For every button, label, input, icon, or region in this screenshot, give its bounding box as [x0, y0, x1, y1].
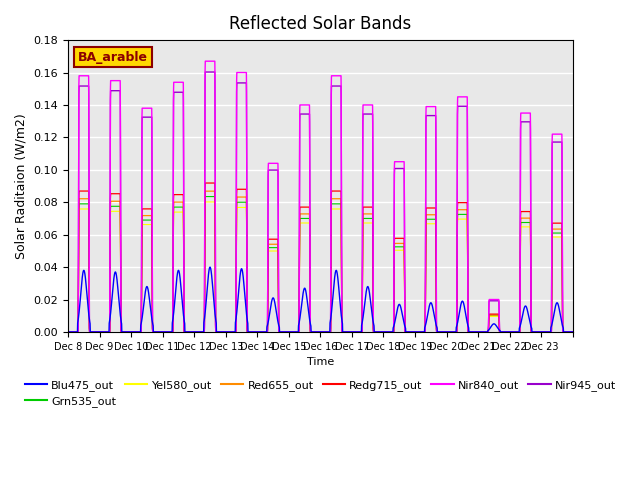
Yel580_out: [497, 329, 504, 335]
Nir945_out: [339, 329, 347, 335]
Line: Redg715_out: Redg715_out: [68, 183, 573, 332]
Nir840_out: [459, 94, 467, 100]
Yel580_out: [483, 329, 491, 335]
Blu475_out: [64, 329, 72, 335]
Nir840_out: [569, 329, 577, 335]
Blu475_out: [339, 329, 347, 335]
Nir840_out: [64, 329, 72, 335]
Redg715_out: [497, 329, 504, 335]
Redg715_out: [169, 329, 177, 335]
Legend: Blu475_out, Grn535_out, Yel580_out, Red655_out, Redg715_out, Nir840_out, Nir945_: Blu475_out, Grn535_out, Yel580_out, Red6…: [20, 375, 621, 412]
Nir945_out: [366, 111, 374, 117]
Nir840_out: [483, 329, 491, 335]
Nir945_out: [483, 329, 491, 335]
Line: Nir945_out: Nir945_out: [68, 72, 573, 332]
Yel580_out: [366, 220, 374, 226]
Blu475_out: [366, 293, 374, 299]
Grn535_out: [339, 329, 347, 335]
Red655_out: [483, 329, 491, 335]
Line: Blu475_out: Blu475_out: [68, 267, 573, 332]
Line: Grn535_out: Grn535_out: [68, 197, 573, 332]
Blu475_out: [459, 298, 467, 304]
Redg715_out: [483, 329, 491, 335]
Grn535_out: [483, 329, 491, 335]
Red655_out: [64, 329, 72, 335]
Red655_out: [202, 188, 209, 194]
Grn535_out: [169, 329, 177, 335]
Nir840_out: [202, 58, 209, 64]
Grn535_out: [64, 329, 72, 335]
Nir840_out: [497, 329, 504, 335]
Grn535_out: [202, 194, 209, 200]
Line: Red655_out: Red655_out: [68, 191, 573, 332]
Nir945_out: [202, 69, 209, 75]
Nir840_out: [339, 329, 347, 335]
Grn535_out: [366, 216, 374, 221]
Blu475_out: [497, 329, 504, 335]
Blu475_out: [483, 329, 491, 335]
Blu475_out: [206, 264, 214, 270]
Y-axis label: Solar Raditaion (W/m2): Solar Raditaion (W/m2): [15, 113, 28, 259]
Yel580_out: [202, 199, 209, 205]
Yel580_out: [169, 329, 177, 335]
Line: Yel580_out: Yel580_out: [68, 202, 573, 332]
Blu475_out: [169, 318, 177, 324]
Nir840_out: [169, 329, 177, 335]
Nir945_out: [569, 329, 577, 335]
Yel580_out: [339, 329, 347, 335]
Title: Reflected Solar Bands: Reflected Solar Bands: [229, 15, 412, 33]
Red655_out: [459, 207, 467, 213]
Yel580_out: [569, 329, 577, 335]
Blu475_out: [569, 329, 577, 335]
Nir945_out: [64, 329, 72, 335]
Red655_out: [169, 329, 177, 335]
Nir945_out: [497, 329, 504, 335]
X-axis label: Time: Time: [307, 357, 334, 367]
Grn535_out: [459, 212, 467, 217]
Nir945_out: [169, 329, 177, 335]
Grn535_out: [497, 329, 504, 335]
Red655_out: [569, 329, 577, 335]
Redg715_out: [459, 200, 467, 205]
Redg715_out: [64, 329, 72, 335]
Yel580_out: [459, 216, 467, 222]
Red655_out: [497, 329, 504, 335]
Grn535_out: [569, 329, 577, 335]
Red655_out: [366, 211, 374, 217]
Nir840_out: [366, 102, 374, 108]
Yel580_out: [64, 329, 72, 335]
Text: BA_arable: BA_arable: [78, 50, 148, 63]
Redg715_out: [366, 204, 374, 210]
Redg715_out: [339, 329, 347, 335]
Red655_out: [339, 329, 347, 335]
Redg715_out: [569, 329, 577, 335]
Line: Nir840_out: Nir840_out: [68, 61, 573, 332]
Redg715_out: [202, 180, 209, 186]
Nir945_out: [459, 103, 467, 109]
